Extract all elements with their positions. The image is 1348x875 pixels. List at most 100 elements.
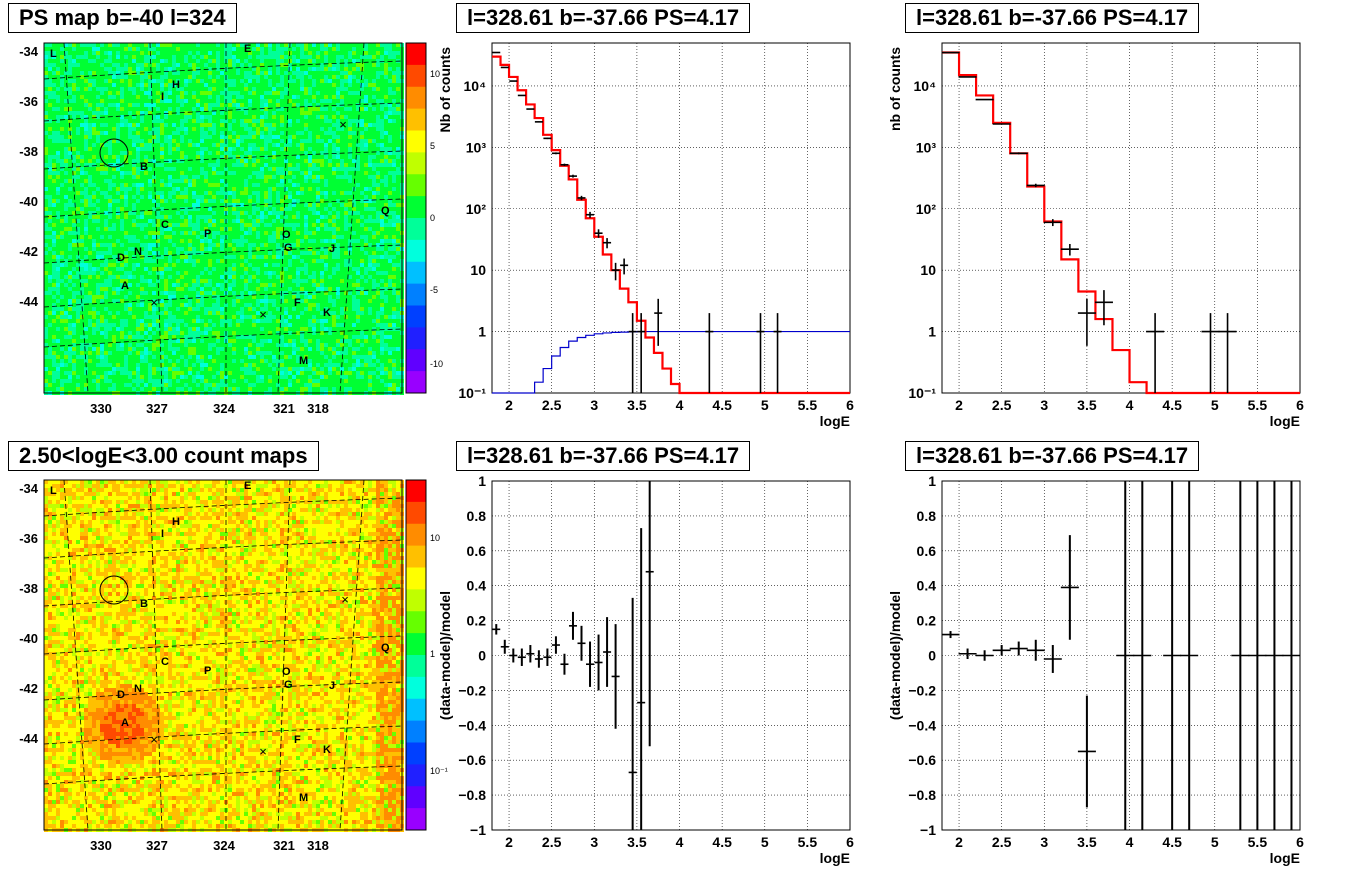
x-tick-label: 2.5 — [992, 397, 1012, 413]
source-label-e: E — [244, 43, 251, 55]
y-tick-label: −0.6 — [458, 752, 486, 768]
residual2-xlabel: logE — [1270, 850, 1300, 866]
x-tick-label: 4.5 — [1162, 834, 1182, 850]
colorbar-tick-label: 0 — [430, 213, 435, 223]
spectrum1-title: l=328.61 b=-37.66 PS=4.17 — [456, 3, 751, 33]
x-tick-label: 5 — [1211, 834, 1219, 850]
residual2-title: l=328.61 b=-37.66 PS=4.17 — [905, 441, 1200, 471]
y-tick-label: −1 — [920, 822, 936, 838]
spectrum2-xlabel: logE — [1270, 413, 1300, 429]
y-tick-label: −0.4 — [908, 717, 936, 733]
colorbar-tick-label: -10 — [430, 359, 443, 369]
y-tick-label: −1 — [470, 822, 486, 838]
y-tick-label: -44 — [19, 731, 39, 746]
y-tick-label: -38 — [19, 581, 38, 596]
map-top-title: PS map b=-40 l=324 — [8, 3, 237, 33]
source-label-d: D — [117, 689, 125, 701]
source-label-m: M — [299, 355, 308, 367]
y-tick-label: −0.2 — [908, 682, 936, 698]
colorbar-segment — [406, 808, 426, 831]
x-tick-label: 3 — [1040, 397, 1048, 413]
colorbar-segment — [406, 567, 426, 590]
residual2-ylabel: (data-model)/model — [887, 591, 903, 720]
x-tick-label: 2 — [955, 834, 963, 850]
y-tick-label: 10⁻¹ — [458, 385, 486, 401]
residual1-title: l=328.61 b=-37.66 PS=4.17 — [456, 441, 751, 471]
colorbar-tick-label: 1 — [430, 649, 435, 659]
spectrum2-ylabel: nb of counts — [887, 47, 903, 131]
cross-marker: × — [150, 295, 158, 310]
source-label-p: P — [204, 665, 211, 677]
colorbar-segment — [406, 480, 426, 503]
colorbar-segment — [406, 611, 426, 634]
y-tick-label: 0.2 — [467, 613, 487, 629]
colorbar-segment — [406, 349, 426, 372]
x-tick-label: 2 — [955, 397, 963, 413]
colorbar-segment — [406, 720, 426, 743]
source-label-b: B — [140, 161, 148, 173]
x-tick-label: 4.5 — [712, 834, 732, 850]
x-tick-label: 327 — [146, 838, 168, 853]
spectrum1-frame — [491, 42, 851, 394]
colorbar-segment — [406, 174, 426, 197]
colorbar-segment — [406, 327, 426, 350]
colorbar-segment — [406, 261, 426, 285]
source-label-p: P — [204, 228, 211, 240]
cross-marker: × — [341, 592, 349, 607]
count-map-group — [44, 480, 404, 832]
colorbar-segment — [406, 152, 426, 175]
x-tick-label: 2 — [505, 397, 513, 413]
ps-map-group — [44, 43, 404, 395]
colorbar-tick-label: 10 — [430, 69, 440, 79]
x-tick-label: 2.5 — [542, 397, 562, 413]
x-tick-label: 5.5 — [798, 834, 818, 850]
colorbar-segment — [406, 545, 426, 568]
spectrum2-title: l=328.61 b=-37.66 PS=4.17 — [905, 3, 1200, 33]
y-tick-label: 0.6 — [467, 543, 487, 559]
x-tick-label: 2.5 — [992, 834, 1012, 850]
source-label-e: E — [244, 480, 251, 492]
x-tick-label: 5 — [761, 834, 769, 850]
source-circle — [99, 138, 129, 168]
y-tick-label: 1 — [478, 324, 486, 340]
y-tick-label: -42 — [19, 681, 38, 696]
x-tick-label: 3.5 — [627, 397, 647, 413]
source-label-h: H — [172, 79, 180, 91]
source-circle — [99, 575, 129, 605]
y-tick-label: 0.4 — [467, 578, 487, 594]
source-label-i: I — [161, 528, 164, 540]
y-tick-label: 10⁻¹ — [908, 385, 936, 401]
source-label-j: J — [329, 243, 335, 255]
x-tick-label: 4 — [676, 397, 684, 413]
spectrum1-model-line — [492, 55, 850, 395]
y-tick-label: 0.2 — [917, 613, 937, 629]
y-tick-label: 1 — [928, 324, 936, 340]
count-map-frame — [43, 479, 403, 831]
x-tick-label: 3.5 — [627, 834, 647, 850]
y-tick-label: -36 — [19, 531, 38, 546]
y-tick-label: −0.6 — [908, 752, 936, 768]
source-label-k: K — [323, 744, 331, 756]
colorbar-segment — [406, 655, 426, 678]
y-tick-label: -42 — [19, 244, 38, 259]
x-tick-label: 2 — [505, 834, 513, 850]
source-label-m: M — [299, 792, 308, 804]
y-tick-label: 10² — [466, 201, 487, 217]
x-tick-label: 4.5 — [712, 397, 732, 413]
colorbar-segment — [406, 283, 426, 306]
colorbar-segment — [406, 742, 426, 765]
y-tick-label: −0.8 — [458, 787, 486, 803]
spectrum2-frame — [941, 42, 1301, 394]
x-tick-label: 4 — [676, 834, 684, 850]
y-tick-label: 0.4 — [917, 578, 937, 594]
x-tick-label: 5 — [1211, 397, 1219, 413]
source-label-b: B — [140, 598, 148, 610]
spectrum2-model-line — [942, 51, 1300, 395]
colorbar-segment — [406, 523, 426, 547]
x-tick-label: 324 — [213, 401, 235, 416]
y-tick-label: −0.8 — [908, 787, 936, 803]
spectrum1-ylabel: Nb of counts — [437, 47, 453, 133]
colorbar-segment — [406, 676, 426, 700]
source-label-d: D — [117, 252, 125, 264]
